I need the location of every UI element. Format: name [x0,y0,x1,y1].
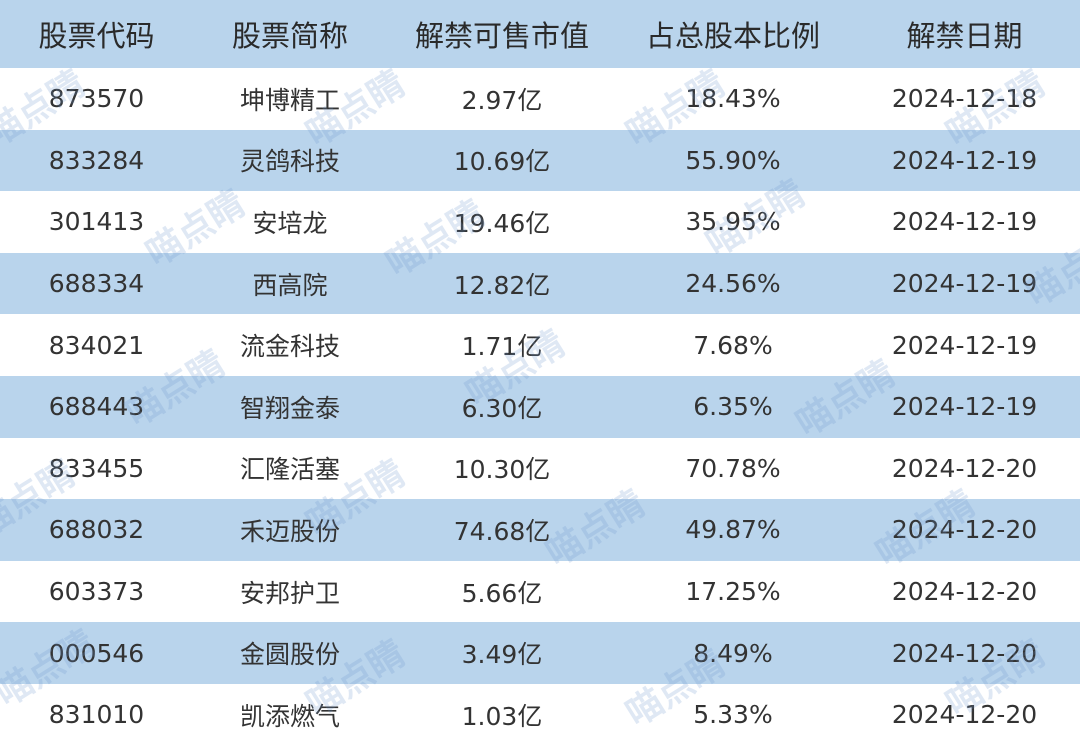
table-cell: 2024-12-19 [849,375,1080,438]
table-cell: 汇隆活塞 [239,455,340,485]
table-cell: 3.49亿 [387,622,617,684]
header-cell: 股票简称 [193,0,387,68]
table-cell: 2024-12-19 [891,207,1038,237]
table-row: 000546 金圆股份 3.49亿 8.49% 2024-12-20 [0,622,1080,684]
table-cell: 834021 [48,330,145,360]
table-cell: 49.87% [617,499,849,561]
table-cell: 6.30亿 [387,375,617,438]
table-cell: 35.95% [685,207,781,237]
table-cell: 688032 [0,499,193,561]
table-cell: 安邦护卫 [239,578,340,608]
table-cell: 7.68% [693,330,773,360]
table-cell: 金圆股份 [193,622,387,684]
table-cell: 831010 [48,700,145,730]
table-row: 831010 凯添燃气 1.03亿 5.33% 2024-12-20 [0,684,1080,746]
table-cell: 2024-12-19 [849,129,1080,192]
table-cell: 2024-12-19 [849,252,1080,315]
table-cell: 70.78% [685,453,781,483]
header-cell: 占总股本比例 [617,0,849,68]
table-cell: 873570 [48,84,145,114]
table-row: 833455 汇隆活塞 10.30亿 70.78% 2024-12-20 [0,438,1080,500]
table-cell: 19.46亿 [453,208,551,238]
table-cell: 833284 [0,129,193,192]
table-cell: 2024-12-20 [891,453,1038,483]
table-row: 688443 智翔金泰 6.30亿 6.35% 2024-12-19 [0,375,1080,438]
table-row: 834021 流金科技 1.71亿 7.68% 2024-12-19 [0,314,1080,376]
table-cell: 5.66亿 [461,578,543,608]
table-cell: 灵鸽科技 [193,129,387,192]
table-row: 603373 安邦护卫 5.66亿 17.25% 2024-12-20 [0,561,1080,623]
table-cell: 12.82亿 [387,252,617,315]
table-cell: 10.30亿 [453,455,551,485]
table-cell: 6.35% [617,375,849,438]
table-row: 873570 坤博精工 2.97亿 18.43% 2024-12-18 [0,68,1080,130]
table-cell: 2024-12-20 [849,622,1080,684]
table-cell: 2.97亿 [461,85,543,115]
table-cell: 55.90% [617,129,849,192]
table-row: 301413 安培龙 19.46亿 35.95% 2024-12-19 [0,191,1080,253]
table-cell: 688443 [0,375,193,438]
table-row: 833284 灵鸽科技 10.69亿 55.90% 2024-12-19 [0,129,1080,192]
table-cell: 603373 [48,577,145,607]
table-cell: 74.68亿 [387,499,617,561]
table-cell: 000546 [0,622,193,684]
header-row: 股票代码 股票简称 解禁可售市值 占总股本比例 解禁日期 [0,0,1080,68]
table-cell: 智翔金泰 [193,375,387,438]
table-cell: 2024-12-19 [891,330,1038,360]
table-cell: 5.33% [693,700,773,730]
table-cell: 安培龙 [252,208,328,238]
table-cell: 17.25% [685,577,781,607]
table-row: 688032 禾迈股份 74.68亿 49.87% 2024-12-20 [0,499,1080,561]
table-cell: 2024-12-20 [849,499,1080,561]
table-cell: 凯添燃气 [239,701,340,731]
table-cell: 688334 [0,252,193,315]
table-cell: 流金科技 [239,332,340,362]
header-cell: 解禁可售市值 [387,0,617,68]
table-cell: 西高院 [193,252,387,315]
table-cell: 禾迈股份 [193,499,387,561]
table-cell: 24.56% [617,252,849,315]
table-cell: 2024-12-20 [891,577,1038,607]
table-cell: 8.49% [617,622,849,684]
table-cell: 1.71亿 [461,332,543,362]
header-cell: 解禁日期 [849,0,1080,68]
table-cell: 833455 [48,453,145,483]
table-cell: 2024-12-18 [891,84,1038,114]
table-cell: 10.69亿 [387,129,617,192]
table-cell: 18.43% [685,84,781,114]
table-row: 688334 西高院 12.82亿 24.56% 2024-12-19 [0,252,1080,315]
table-cell: 2024-12-20 [891,700,1038,730]
header-cell: 股票代码 [0,0,193,68]
table-cell: 301413 [48,207,145,237]
table-cell: 坤博精工 [239,85,340,115]
table-body: 873570 坤博精工 2.97亿 18.43% 2024-12-18 833284 灵鸽科… [0,68,1080,746]
table-cell: 1.03亿 [461,701,543,731]
